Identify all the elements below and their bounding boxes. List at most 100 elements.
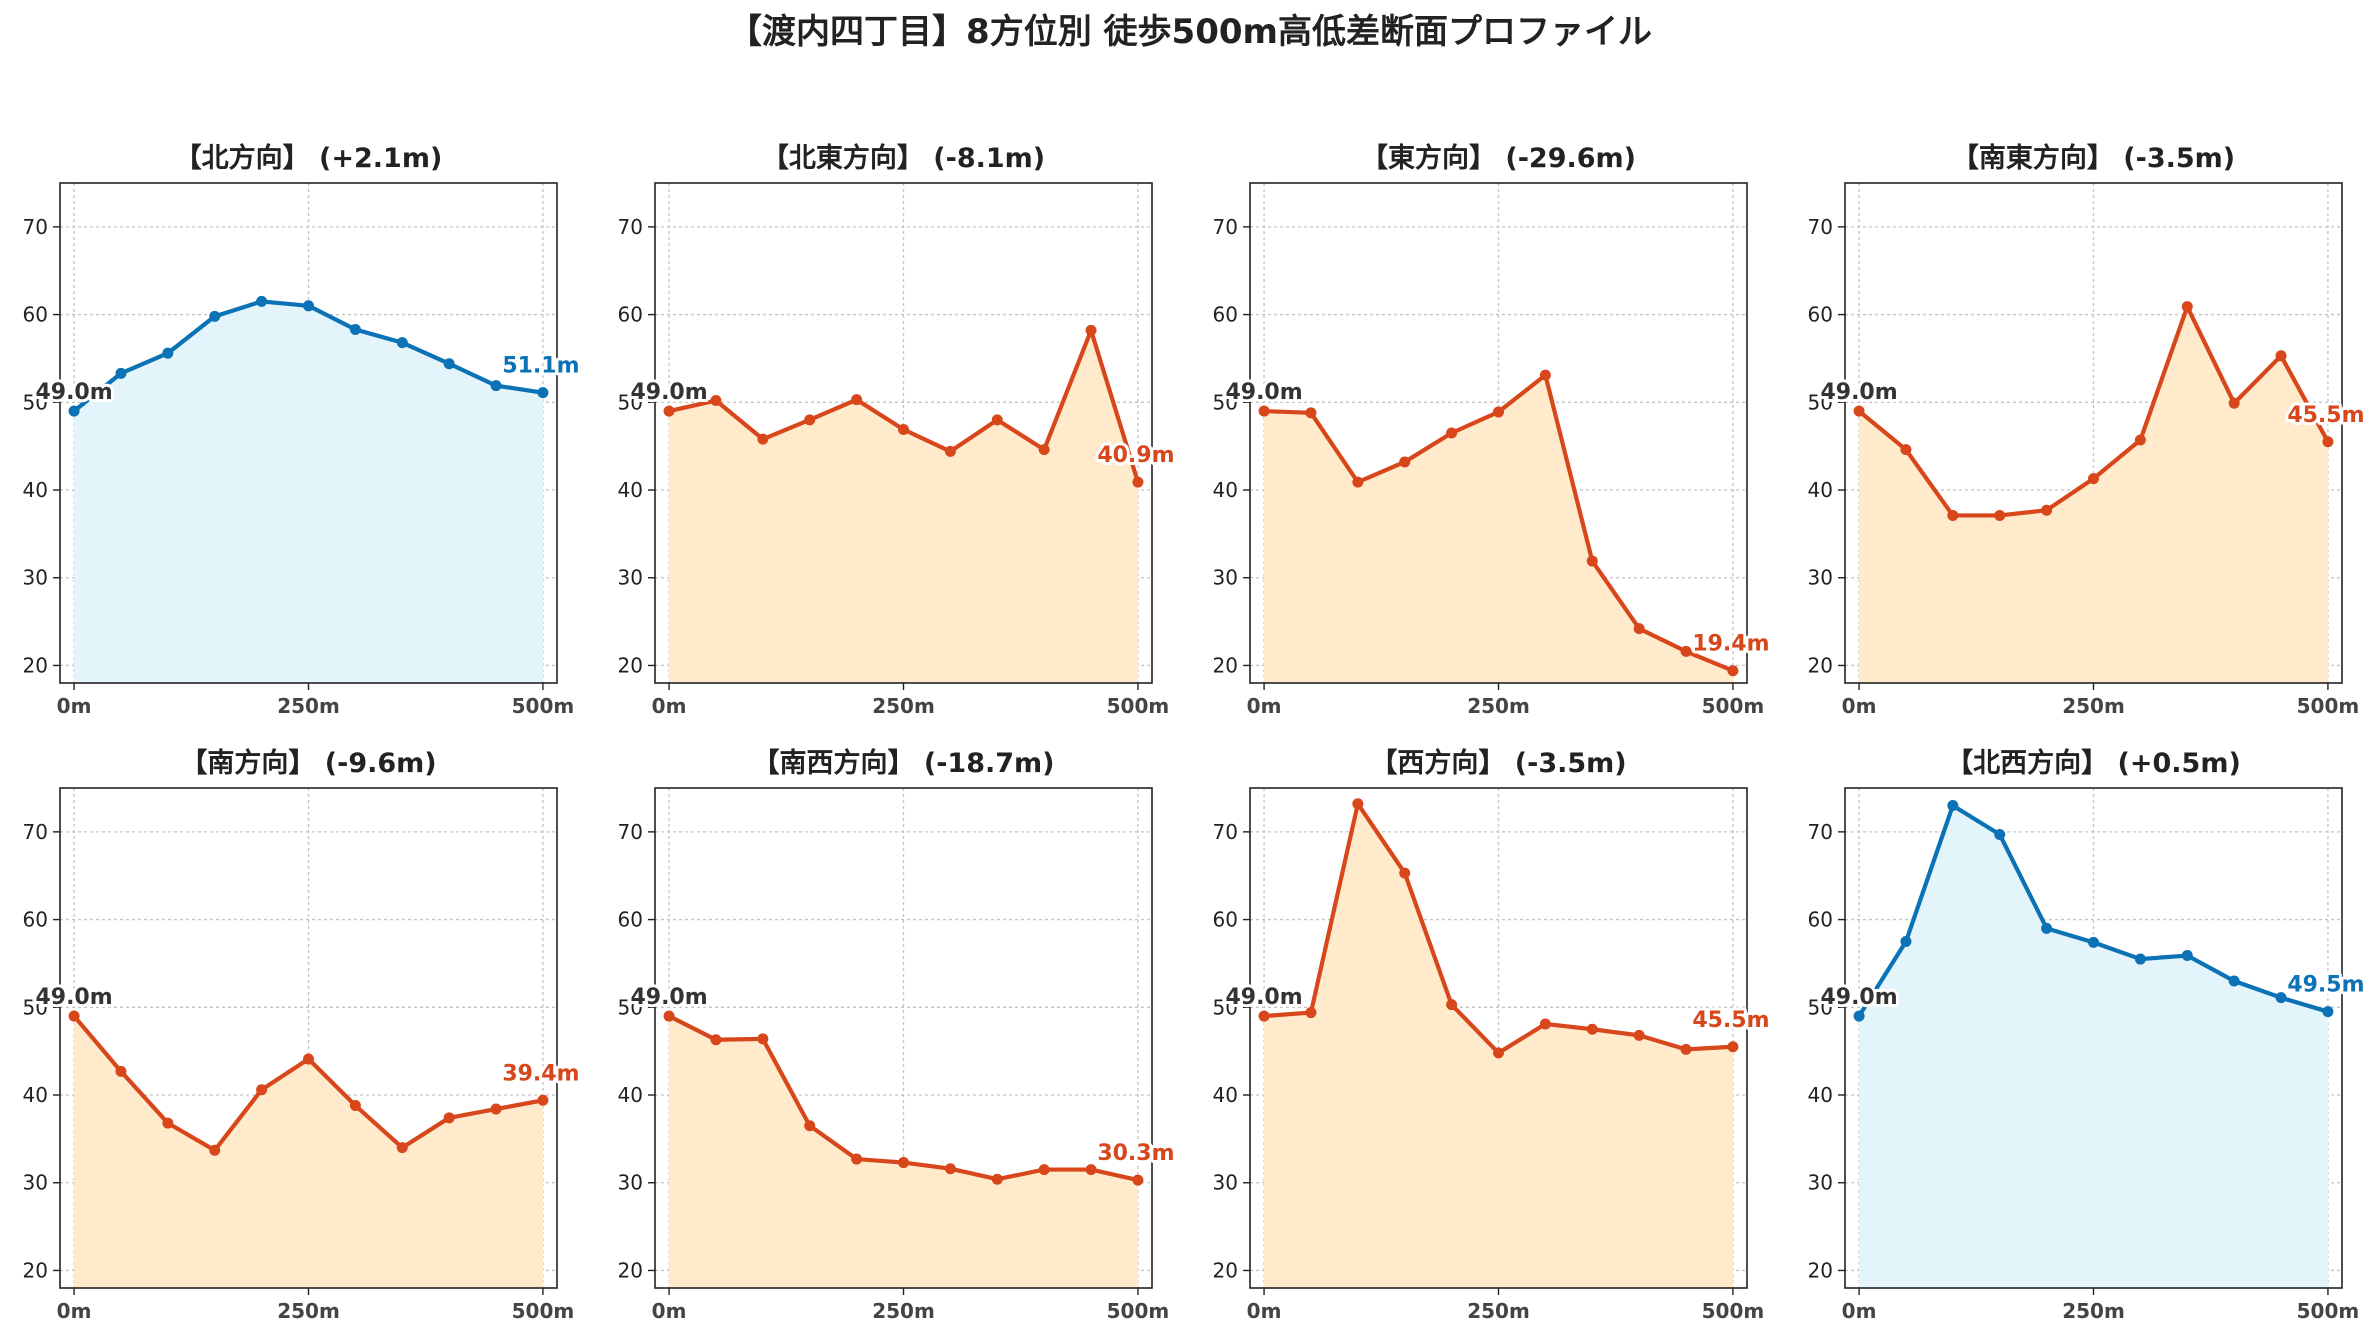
y-tick-label: 50 [23, 995, 48, 1019]
x-tick-label: 250m [872, 1299, 935, 1323]
elevation-point [303, 300, 314, 312]
subplot-title: 【東方向】 (-29.6m) [1361, 142, 1636, 174]
elevation-area [1264, 803, 1733, 1288]
elevation-point [851, 394, 863, 406]
elevation-point [1586, 555, 1598, 567]
elevation-point [804, 1120, 816, 1132]
elevation-point [1539, 1018, 1551, 1030]
x-tick-label: 250m [277, 1299, 340, 1323]
start-elevation-label: 49.0m [1820, 380, 1897, 405]
elevation-point [68, 405, 80, 417]
y-tick-label: 60 [1808, 303, 1833, 327]
elevation-point [2041, 504, 2053, 516]
x-tick-label: 250m [2062, 694, 2125, 718]
y-tick-label: 50 [618, 995, 643, 1019]
elevation-point [1680, 645, 1692, 657]
y-tick-label: 30 [23, 1171, 48, 1195]
elevation-point [1132, 1174, 1144, 1186]
elevation-point [1493, 406, 1504, 418]
y-tick-label: 20 [1213, 653, 1238, 677]
end-elevation-label: 51.1m [502, 354, 579, 379]
elevation-point [443, 358, 455, 370]
profile-chart-5: 20 30 40 50 60 70 0m 250m 500m 【南方向】 (-9.6m) 49.0m… [23, 747, 583, 1323]
elevation-point [944, 445, 956, 457]
elevation-point [2228, 397, 2240, 409]
elevation-point [1539, 369, 1551, 381]
elevation-point [1727, 1041, 1739, 1053]
subplot-title: 【北方向】 (+2.1m) [175, 142, 443, 174]
end-elevation-label: 45.5m [1692, 1008, 1769, 1033]
elevation-area [669, 330, 1138, 683]
y-tick-label: 30 [1808, 566, 1833, 590]
subplot-title: 【南西方向】 (-18.7m) [752, 747, 1054, 779]
profile-chart-8: 20 30 40 50 60 70 0m 250m 500m 【北西方向】 (+0.5m) 49.0… [1808, 747, 2368, 1323]
y-tick-label: 70 [1808, 820, 1833, 844]
elevation-point [2322, 436, 2334, 448]
elevation-point [537, 1094, 549, 1106]
x-tick-label: 500m [1702, 694, 1765, 718]
elevation-point [1305, 407, 1317, 419]
elevation-point [991, 414, 1003, 426]
elevation-point [349, 323, 361, 335]
x-tick-label: 500m [512, 1299, 575, 1323]
y-tick-label: 60 [618, 303, 643, 327]
y-tick-label: 30 [1213, 1171, 1238, 1195]
elevation-point [710, 1034, 722, 1046]
y-tick-label: 30 [1213, 566, 1238, 590]
elevation-point [68, 1010, 80, 1022]
elevation-point [2134, 434, 2146, 446]
elevation-point [209, 310, 221, 322]
subplot-title: 【西方向】 (-3.5m) [1370, 747, 1626, 779]
elevation-point [1085, 1164, 1097, 1176]
elevation-area [74, 1016, 543, 1288]
elevation-point [2088, 473, 2099, 485]
y-tick-label: 70 [1213, 215, 1238, 239]
elevation-area [1264, 375, 1733, 683]
x-tick-label: 0m [1247, 1299, 1282, 1323]
elevation-point [663, 1010, 675, 1022]
elevation-point [1633, 1029, 1645, 1041]
elevation-point [1305, 1007, 1317, 1019]
profile-chart-6: 20 30 40 50 60 70 0m 250m 500m 【南西方向】 (-18.7m) 49.… [618, 747, 1178, 1323]
y-tick-label: 40 [1213, 478, 1238, 502]
elevation-point [1947, 800, 1959, 812]
y-tick-label: 70 [1213, 820, 1238, 844]
elevation-point [162, 1117, 174, 1129]
y-tick-label: 20 [1213, 1258, 1238, 1282]
elevation-point [1633, 623, 1645, 635]
y-tick-label: 50 [1213, 390, 1238, 414]
elevation-area [1859, 306, 2328, 683]
x-tick-label: 250m [2062, 1299, 2125, 1323]
elevation-point [2275, 350, 2287, 362]
subplot-title: 【北東方向】 (-8.1m) [762, 142, 1045, 174]
elevation-point [1352, 476, 1364, 488]
elevation-point [710, 395, 722, 407]
elevation-point [1399, 456, 1411, 468]
x-tick-label: 0m [1842, 1299, 1877, 1323]
elevation-point [115, 1065, 127, 1077]
elevation-point [396, 337, 408, 349]
x-tick-label: 500m [2297, 1299, 2360, 1323]
elevation-point [303, 1053, 314, 1065]
x-tick-label: 500m [1702, 1299, 1765, 1323]
start-elevation-label: 49.0m [35, 380, 112, 405]
y-tick-label: 20 [618, 1258, 643, 1282]
y-tick-label: 60 [618, 908, 643, 932]
y-tick-label: 30 [23, 566, 48, 590]
start-elevation-label: 49.0m [1225, 985, 1302, 1010]
x-tick-label: 250m [1467, 1299, 1530, 1323]
y-tick-label: 40 [618, 1083, 643, 1107]
subplot-title: 【北西方向】 (+0.5m) [1946, 747, 2241, 779]
y-tick-label: 70 [618, 820, 643, 844]
elevation-point [1132, 476, 1144, 488]
elevation-point [2228, 975, 2240, 987]
x-tick-label: 0m [1247, 694, 1282, 718]
elevation-point [2322, 1006, 2334, 1018]
x-tick-label: 500m [1107, 1299, 1170, 1323]
elevation-point [1352, 798, 1364, 810]
profile-chart-1: 20 30 40 50 60 70 0m 250m 500m 【北方向】 (+2.1m) 49.0m… [23, 142, 583, 718]
elevation-point [1446, 427, 1458, 439]
x-tick-label: 250m [872, 694, 935, 718]
elevation-point [490, 1103, 502, 1115]
x-tick-label: 500m [2297, 694, 2360, 718]
